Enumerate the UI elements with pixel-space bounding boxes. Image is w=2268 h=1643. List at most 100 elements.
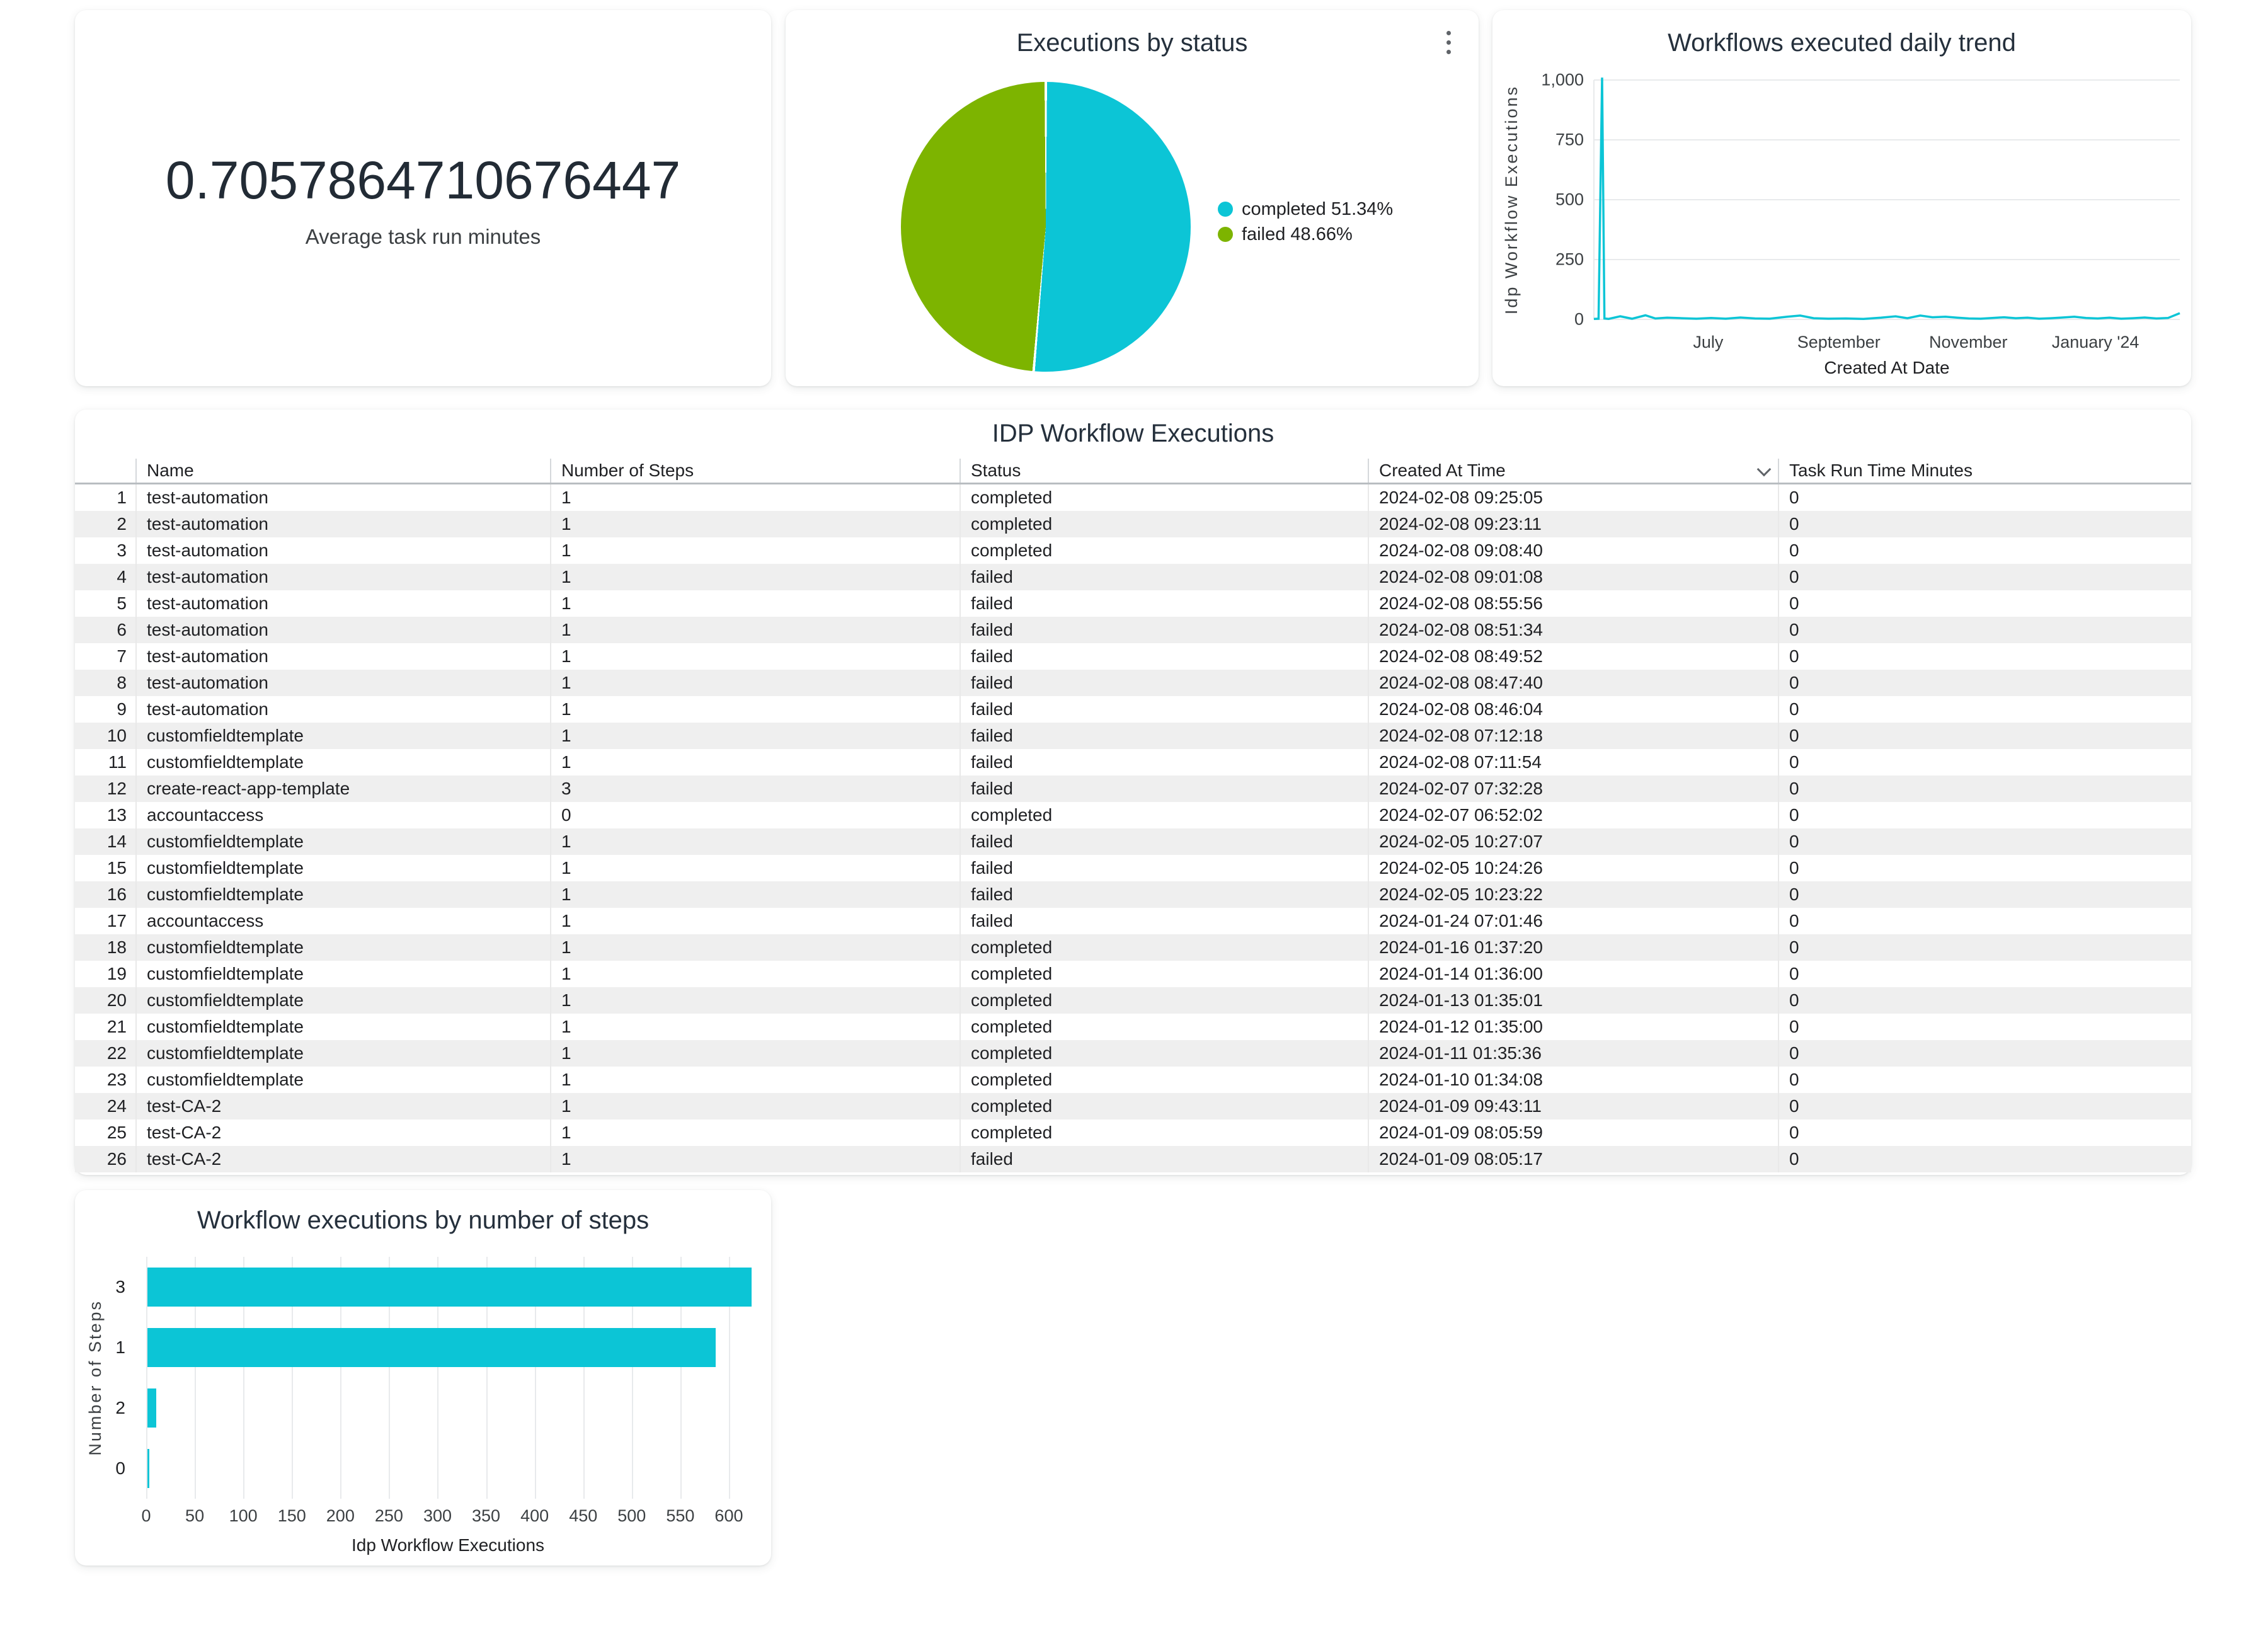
created-at-cell: 2024-02-08 09:23:11 bbox=[1368, 511, 1778, 537]
table-row[interactable]: 24 test-CA-2 1 completed 2024-01-09 09:43:11… bbox=[75, 1093, 2191, 1119]
steps-cell: 1 bbox=[550, 564, 959, 590]
table-header-row: Name Number of Steps Status Created At T… bbox=[75, 459, 2191, 484]
name-cell: test-automation bbox=[135, 617, 550, 643]
task-run-cell: 0 bbox=[1778, 564, 2191, 590]
table-row[interactable]: 10 customfieldtemplate 1 failed 2024-02-08 0… bbox=[75, 723, 2191, 749]
table-row[interactable]: 11 customfieldtemplate 1 failed 2024-02-08 0… bbox=[75, 749, 2191, 776]
status-cell: failed bbox=[959, 696, 1368, 723]
bar-chart-title: Workflow executions by number of steps bbox=[197, 1206, 650, 1234]
table-row[interactable]: 4 test-automation 1 failed 2024-02-08 09:01:… bbox=[75, 564, 2191, 590]
status-cell: completed bbox=[959, 1067, 1368, 1093]
row-number-cell: 12 bbox=[106, 779, 127, 798]
row-number-cell: 2 bbox=[117, 514, 127, 534]
table-row[interactable]: 19 customfieldtemplate 1 completed 2024-01-1… bbox=[75, 961, 2191, 987]
row-number-cell: 11 bbox=[108, 752, 127, 772]
table-row[interactable]: 23 customfieldtemplate 1 completed 2024-01-1… bbox=[75, 1067, 2191, 1093]
task-run-cell: 0 bbox=[1778, 828, 2191, 855]
bar-x-tick-label: 250 bbox=[374, 1506, 403, 1525]
table-row[interactable]: 8 test-automation 1 failed 2024-02-08 08:47:… bbox=[75, 670, 2191, 696]
table-row[interactable]: 9 test-automation 1 failed 2024-02-08 08:46:… bbox=[75, 696, 2191, 723]
table-row[interactable]: 12 create-react-app-template 3 failed 2024-0… bbox=[75, 776, 2191, 802]
task-run-cell: 0 bbox=[1778, 881, 2191, 908]
line-x-tick-label: November bbox=[1928, 333, 2008, 352]
pie-chart[interactable] bbox=[901, 82, 1191, 372]
name-cell: create-react-app-template bbox=[135, 776, 550, 802]
created-at-cell: 2024-01-16 01:37:20 bbox=[1368, 934, 1778, 961]
column-header-steps[interactable]: Number of Steps bbox=[550, 459, 959, 483]
created-at-cell: 2024-02-08 07:12:18 bbox=[1368, 723, 1778, 749]
table-row[interactable]: 18 customfieldtemplate 1 completed 2024-01-1… bbox=[75, 934, 2191, 961]
status-cell: completed bbox=[959, 1014, 1368, 1040]
name-cell: customfieldtemplate bbox=[135, 749, 550, 776]
status-cell: completed bbox=[959, 1093, 1368, 1119]
status-cell: failed bbox=[959, 590, 1368, 617]
table-row[interactable]: 17 accountaccess 1 failed 2024-01-24 07:01:4… bbox=[75, 908, 2191, 934]
row-number-cell: 3 bbox=[117, 541, 127, 560]
row-number-cell: 9 bbox=[117, 699, 127, 719]
table-row[interactable]: 21 customfieldtemplate 1 completed 2024-01-1… bbox=[75, 1014, 2191, 1040]
row-number-cell: 4 bbox=[117, 567, 127, 587]
table-row[interactable]: 1 test-automation 1 completed 2024-02-08 09:… bbox=[75, 484, 2191, 511]
scorecard-label: Average task run minutes bbox=[305, 224, 541, 248]
table-row[interactable]: 20 customfieldtemplate 1 completed 2024-01-1… bbox=[75, 987, 2191, 1014]
bar-3-steps[interactable] bbox=[147, 1268, 752, 1307]
created-at-cell: 2024-01-12 01:35:00 bbox=[1368, 1014, 1778, 1040]
column-header-created[interactable]: Created At Time bbox=[1368, 459, 1778, 483]
status-cell: completed bbox=[959, 1119, 1368, 1146]
column-header-name[interactable]: Name bbox=[135, 459, 550, 483]
name-cell: customfieldtemplate bbox=[135, 987, 550, 1014]
line-chart[interactable] bbox=[1593, 77, 2180, 320]
table-row[interactable]: 3 test-automation 1 completed 2024-02-08 09:… bbox=[75, 537, 2191, 564]
steps-cell: 1 bbox=[550, 723, 959, 749]
created-at-cell: 2024-02-08 09:25:05 bbox=[1368, 484, 1778, 511]
task-run-cell: 0 bbox=[1778, 590, 2191, 617]
legend-item[interactable]: completed 51.34% bbox=[1218, 199, 1393, 219]
table-row[interactable]: 15 customfieldtemplate 1 failed 2024-02-05 1… bbox=[75, 855, 2191, 881]
pie-chart-card: Executions by status completed 51.34% fai… bbox=[786, 10, 1479, 386]
table-row[interactable]: 26 test-CA-2 1 failed 2024-01-09 08:05:17 0 bbox=[75, 1146, 2191, 1172]
status-cell: failed bbox=[959, 908, 1368, 934]
name-cell: test-automation bbox=[135, 643, 550, 670]
sort-descending-icon[interactable] bbox=[1756, 462, 1772, 477]
table-row[interactable]: 16 customfieldtemplate 1 failed 2024-02-05 1… bbox=[75, 881, 2191, 908]
bar-2-steps[interactable] bbox=[147, 1388, 156, 1428]
bar-gridline bbox=[534, 1257, 536, 1499]
table-row[interactable]: 14 customfieldtemplate 1 failed 2024-02-05 1… bbox=[75, 828, 2191, 855]
steps-cell: 1 bbox=[550, 961, 959, 987]
created-at-cell: 2024-02-07 06:52:02 bbox=[1368, 802, 1778, 828]
steps-cell: 1 bbox=[550, 1093, 959, 1119]
table-body: 1 test-automation 1 completed 2024-02-08 09:… bbox=[75, 484, 2191, 1172]
created-at-cell: 2024-02-08 08:46:04 bbox=[1368, 696, 1778, 723]
column-header-task-run[interactable]: Task Run Time Minutes bbox=[1778, 459, 2191, 483]
name-cell: customfieldtemplate bbox=[135, 881, 550, 908]
steps-cell: 1 bbox=[550, 511, 959, 537]
table-row[interactable]: 6 test-automation 1 failed 2024-02-08 08:51:… bbox=[75, 617, 2191, 643]
legend-item[interactable]: failed 48.66% bbox=[1218, 224, 1393, 244]
task-run-cell: 0 bbox=[1778, 802, 2191, 828]
status-cell: failed bbox=[959, 881, 1368, 908]
created-at-cell: 2024-02-08 09:08:40 bbox=[1368, 537, 1778, 564]
table-row[interactable]: 5 test-automation 1 failed 2024-02-08 08:55:… bbox=[75, 590, 2191, 617]
bar-gridline bbox=[728, 1257, 730, 1499]
status-cell: failed bbox=[959, 723, 1368, 749]
table-row[interactable]: 7 test-automation 1 failed 2024-02-08 08:49:… bbox=[75, 643, 2191, 670]
status-cell: failed bbox=[959, 828, 1368, 855]
steps-cell: 1 bbox=[550, 987, 959, 1014]
bar-x-tick-label: 500 bbox=[617, 1506, 646, 1525]
name-cell: accountaccess bbox=[135, 908, 550, 934]
bar-1-steps[interactable] bbox=[147, 1328, 716, 1367]
created-at-cell: 2024-02-07 07:32:28 bbox=[1368, 776, 1778, 802]
table-row[interactable]: 2 test-automation 1 completed 2024-02-08 09:… bbox=[75, 511, 2191, 537]
column-header-status[interactable]: Status bbox=[959, 459, 1368, 483]
bar-0-steps[interactable] bbox=[147, 1449, 150, 1488]
row-number-cell: 26 bbox=[106, 1149, 127, 1169]
card-menu-button[interactable] bbox=[1436, 24, 1461, 60]
table-row[interactable]: 22 customfieldtemplate 1 completed 2024-01-1… bbox=[75, 1040, 2191, 1067]
name-cell: test-CA-2 bbox=[135, 1146, 550, 1172]
status-cell: failed bbox=[959, 776, 1368, 802]
table-row[interactable]: 25 test-CA-2 1 completed 2024-01-09 08:05:59… bbox=[75, 1119, 2191, 1146]
line-chart-card: Workflows executed daily trend Idp Workf… bbox=[1492, 10, 2191, 386]
bar-gridline bbox=[389, 1257, 391, 1499]
task-run-cell: 0 bbox=[1778, 1040, 2191, 1067]
table-row[interactable]: 13 accountaccess 0 completed 2024-02-07 06:5… bbox=[75, 802, 2191, 828]
